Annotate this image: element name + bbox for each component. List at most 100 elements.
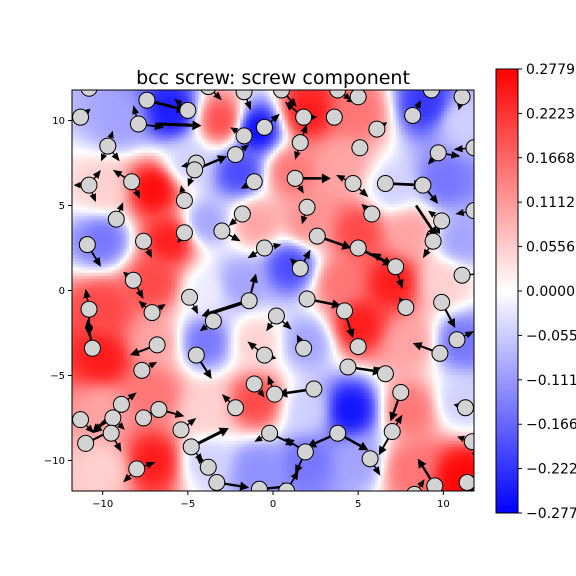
atom-marker [361, 450, 379, 468]
arrow-head [371, 253, 382, 262]
atom-marker [112, 395, 130, 413]
atom-marker [448, 331, 466, 349]
atom-marker [187, 346, 205, 364]
arrow-head [247, 250, 257, 259]
arrow-head [267, 375, 275, 386]
atom-marker [308, 227, 326, 245]
atom-marker [453, 266, 471, 284]
y-tick-label: −10 [44, 456, 65, 467]
arrow-head [247, 341, 257, 350]
atom-marker [465, 139, 474, 157]
arrow-head [129, 347, 140, 356]
arrow-head [83, 288, 91, 299]
arrow-head [456, 435, 465, 443]
atom-marker [267, 307, 285, 325]
atom-marker [245, 173, 263, 191]
atom-marker [349, 338, 367, 356]
atom-marker [78, 236, 96, 254]
atom-marker [424, 232, 442, 250]
arrow-head [417, 479, 425, 488]
arrow-head [100, 153, 108, 162]
arrow-head [132, 105, 140, 115]
arrow-head [133, 189, 141, 199]
arrow-head [336, 174, 346, 182]
atom-marker [123, 173, 141, 191]
atom-marker [383, 423, 401, 441]
atom-marker [200, 90, 217, 96]
atom-marker [286, 169, 304, 187]
atom-marker [422, 90, 440, 99]
atom-marker [182, 438, 200, 456]
atom-marker [387, 258, 405, 276]
y-tick-label: 5 [59, 201, 65, 212]
colorbar-gradient [495, 68, 519, 514]
y-tick-label: −5 [50, 371, 65, 382]
colorbar-tick-label: 0.1112 [526, 195, 575, 211]
arrow-shaft [414, 204, 433, 230]
atom-marker [291, 259, 309, 277]
arrow-head [412, 342, 423, 351]
arrow-head [181, 161, 189, 169]
arrow-head [216, 155, 228, 165]
arrow-head [148, 361, 158, 369]
arrow-head [287, 97, 297, 108]
arrow-head [241, 144, 250, 152]
arrow-head [218, 427, 229, 437]
atom-marker [255, 239, 273, 257]
displacement-arrow [83, 75, 89, 89]
y-tick-label: 10 [52, 116, 65, 127]
arrow-head [138, 300, 147, 309]
atom-marker [433, 293, 451, 311]
atom-marker [349, 239, 367, 257]
atom-marker [349, 90, 367, 106]
arrow-head [270, 113, 280, 123]
atom-marker [261, 424, 279, 442]
atom-marker [133, 361, 151, 379]
x-tick-label: 5 [355, 499, 361, 510]
atom-marker [376, 174, 394, 192]
arrow-head [266, 322, 274, 332]
arrow-head [145, 461, 156, 469]
atom-marker [208, 474, 226, 491]
colorbar-tick-label: −0.055 [526, 328, 576, 344]
arrow-head [107, 130, 114, 139]
atom-marker [291, 134, 309, 152]
arrow-head [284, 101, 295, 111]
atom-marker [104, 409, 122, 427]
arrow-head [112, 169, 123, 178]
arrow-head [389, 411, 398, 422]
atom-marker [296, 443, 314, 461]
arrow-head [257, 389, 265, 398]
colorbar-tick-label: 0.2223 [526, 106, 575, 122]
colorbar-tick-label: −0.111 [526, 373, 576, 389]
atom-marker [329, 90, 347, 99]
arrow-head [244, 100, 252, 111]
atom-marker [128, 460, 146, 478]
atom-marker [305, 380, 323, 398]
arrow-shaft [86, 81, 89, 88]
colorbar-tick-label: 0.2779 [526, 62, 575, 78]
arrow-head [429, 194, 439, 204]
arrow-head [396, 279, 404, 289]
atom-marker [266, 385, 284, 403]
atom-marker [107, 210, 125, 228]
arrow-head [341, 240, 352, 250]
arrow-head [228, 218, 238, 226]
arrow-head [361, 203, 369, 211]
arrow-head [471, 452, 474, 457]
atom-marker [295, 339, 313, 357]
arrow-head [428, 157, 436, 165]
arrow-head [450, 151, 461, 159]
atom-marker [80, 176, 98, 194]
atom-marker [240, 292, 258, 310]
colorbar: 0.2779 0.2223 0.1668 0.1112 0.0556 0.0000 −0.0… [495, 62, 576, 522]
arrow-head [113, 442, 122, 452]
chart-title: bcc screw: screw component [136, 67, 410, 89]
arrow-head [84, 108, 91, 115]
atom-marker [186, 161, 204, 179]
atom-marker [278, 482, 296, 491]
arrow-head [455, 209, 465, 216]
atom-marker [273, 90, 291, 99]
atom-marker [458, 474, 474, 491]
arrow-head [196, 456, 204, 465]
